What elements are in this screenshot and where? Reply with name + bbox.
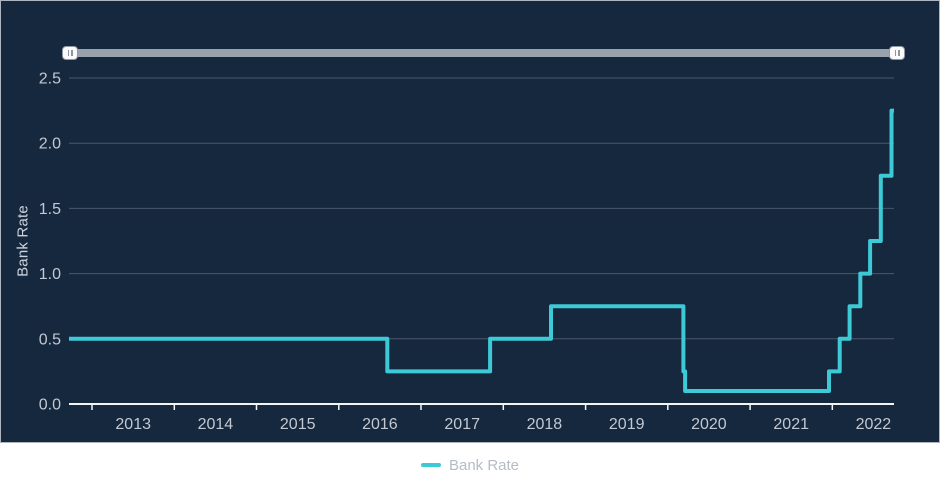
- x-tick-label: 2020: [691, 416, 727, 433]
- legend[interactable]: Bank Rate: [0, 453, 940, 477]
- x-tick-label: 2015: [280, 416, 316, 433]
- y-tick-label: 0.0: [39, 397, 61, 414]
- slider-handle-left[interactable]: [62, 46, 78, 60]
- x-tick-label: 2019: [609, 416, 645, 433]
- slider-handle-right[interactable]: [889, 46, 905, 60]
- grip-icon: [67, 50, 69, 56]
- y-tick-label: 0.5: [39, 331, 61, 348]
- grip-icon: [898, 50, 900, 56]
- x-tick-label: 2014: [198, 416, 234, 433]
- y-tick-label: 1.5: [39, 201, 61, 218]
- x-tick-label: 2017: [444, 416, 480, 433]
- slider-track[interactable]: [63, 49, 904, 57]
- chart-svg: 0.0 0.5 1.0 1.5 2.0 2.5 2013 2014 2015 2016 2017 20…: [39, 71, 894, 433]
- legend-swatch-icon: [420, 463, 441, 467]
- y-tick-label: 2.0: [39, 136, 61, 153]
- x-tick-label: 2021: [773, 416, 809, 433]
- x-tick-label: 2018: [527, 416, 563, 433]
- y-tick-label: 1.0: [39, 266, 61, 283]
- grip-icon: [894, 50, 896, 56]
- legend-label: Bank Rate: [448, 456, 520, 474]
- bank-rate-line: [69, 108, 894, 393]
- grip-icon: [71, 50, 73, 56]
- x-tick-label: 2022: [856, 416, 892, 433]
- x-tick-label: 2016: [362, 416, 398, 433]
- chart-panel: Bank Rate 0.0 0.5 1.0 1.5 2.0 2.5 2013 2014 2015…: [0, 0, 940, 443]
- x-tick-label: 2013: [115, 416, 151, 433]
- y-tick-label: 2.5: [39, 71, 61, 88]
